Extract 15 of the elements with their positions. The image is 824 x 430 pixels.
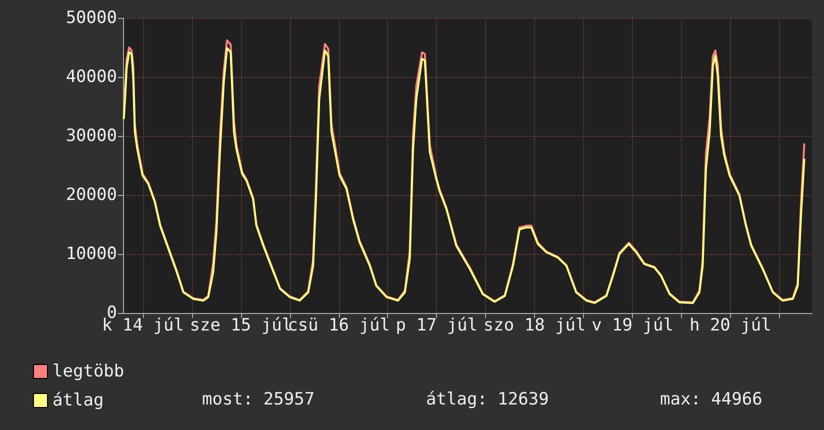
text: max: 44966 <box>660 390 762 410</box>
y-tick-label: 30000 <box>66 126 117 146</box>
x-tick-label: h 20 júl <box>689 316 772 336</box>
legend-label: átlag <box>52 390 104 410</box>
y-tick-label: 50000 <box>66 8 117 28</box>
x-tick-label: v 19 júl <box>592 316 674 336</box>
legend-label: legtöbb <box>52 362 124 382</box>
text: most: 25957 <box>202 390 315 410</box>
y-tick-label: 40000 <box>66 67 117 87</box>
x-tick-label: csü 16 júl <box>288 316 390 336</box>
y-tick-label: 20000 <box>66 185 117 205</box>
x-tick-label: p 17 júl <box>396 316 478 336</box>
text: átlag: 12639 <box>426 390 549 410</box>
x-tick-label: szo 18 júl <box>483 316 586 336</box>
y-tick-label: 10000 <box>66 244 117 264</box>
